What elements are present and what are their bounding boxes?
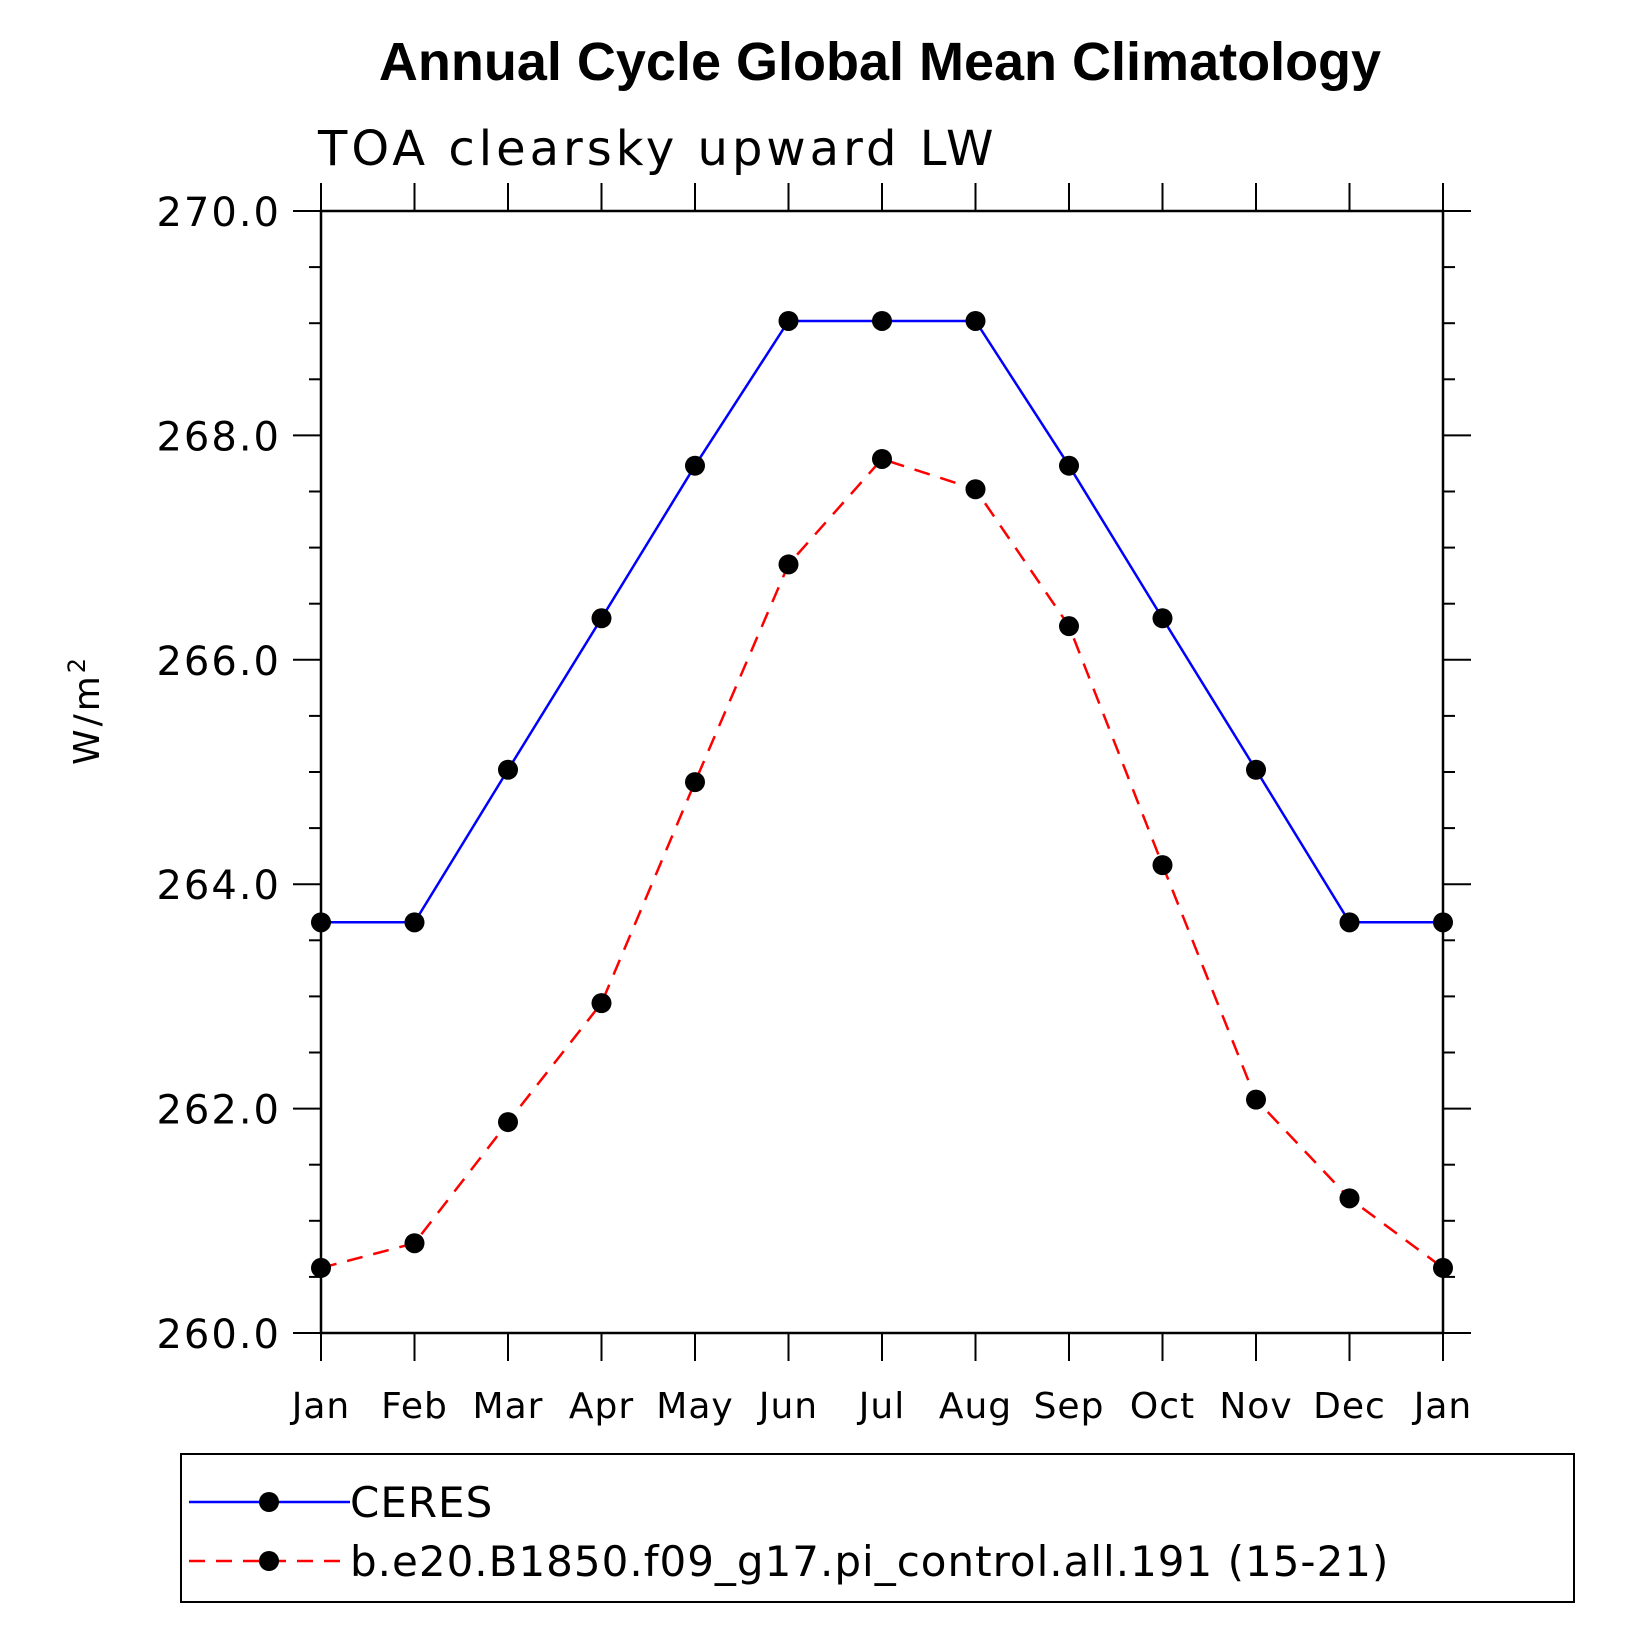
y-tick-label: 268.0 [156, 414, 281, 460]
series-line-0 [321, 319, 1443, 924]
series-1-point [1246, 1089, 1266, 1110]
series-1-point [685, 772, 705, 793]
x-tick-label: Feb [381, 1386, 448, 1427]
series-1-point [1059, 616, 1079, 637]
series-1-point [1152, 855, 1173, 876]
series-1-point [872, 448, 892, 469]
legend-label-ceres: CERES [350, 1478, 493, 1527]
x-tick-label: Jun [757, 1386, 818, 1427]
series-1-point [404, 1233, 425, 1254]
legend-box [180, 1453, 1575, 1603]
x-tick-label: Sep [1034, 1386, 1105, 1427]
y-axis-label-main: W/m [67, 673, 108, 765]
series-0-point [872, 310, 892, 331]
series-line-1 [320, 457, 1444, 1270]
x-tick-label: Aug [939, 1386, 1012, 1427]
series-0-point [965, 310, 986, 331]
series-1-point [1339, 1188, 1360, 1209]
plot-frame [319, 209, 1445, 1335]
x-tick-label: Jul [857, 1386, 905, 1427]
series-1-point [1433, 1257, 1453, 1278]
y-axis-label: W/m2 [63, 655, 108, 765]
series-0-point [498, 759, 518, 780]
series-0-point [404, 912, 425, 933]
y-tick-label: 266.0 [156, 639, 281, 685]
x-tick-label: Nov [1219, 1386, 1292, 1427]
y-tick-label: 264.0 [156, 863, 281, 909]
x-tick-label: Apr [569, 1386, 634, 1427]
x-tick-label: Jan [1412, 1386, 1473, 1427]
series-1-point [591, 993, 612, 1014]
x-tick-label: Oct [1130, 1386, 1195, 1427]
chart-subtitle: TOA clearsky upward LW [317, 121, 998, 177]
plot-area: 260.0 262.0 264.0 266.0 268.0 270.0 Jan Feb Mar A… [156, 183, 1473, 1427]
series-1-point [498, 1112, 518, 1133]
x-tick-label: Dec [1313, 1386, 1386, 1427]
series-0-point [591, 608, 612, 629]
legend-marker-model [259, 1551, 279, 1571]
x-tick-label: Mar [473, 1386, 544, 1427]
series-0-point [1059, 455, 1079, 476]
y-tick-label: 260.0 [156, 1312, 281, 1358]
legend: CERES b.e20.B1850.f09_g17.pi_control.all… [180, 1453, 1575, 1603]
series-0-point [685, 455, 705, 476]
y-tick-label: 262.0 [156, 1088, 281, 1134]
legend-marker-ceres [259, 1492, 279, 1512]
y-axis-label-sup: 2 [63, 655, 91, 673]
series-0-point [778, 310, 799, 331]
series-0-point [1152, 608, 1173, 629]
x-tick-label: Jan [290, 1386, 351, 1427]
series-1-point [778, 554, 799, 575]
series-1-point [311, 1257, 331, 1278]
series-0-point [1339, 912, 1360, 933]
x-tick-label: May [656, 1386, 733, 1427]
series-0-point [1246, 759, 1266, 780]
series-0-point [1433, 912, 1453, 933]
y-tick-label: 270.0 [156, 190, 281, 236]
series-0-point [311, 912, 331, 933]
chart-title: Annual Cycle Global Mean Climatology [379, 32, 1381, 92]
legend-label-model: b.e20.B1850.f09_g17.pi_control.all.191 (… [350, 1537, 1389, 1586]
series-1-point [965, 479, 986, 500]
